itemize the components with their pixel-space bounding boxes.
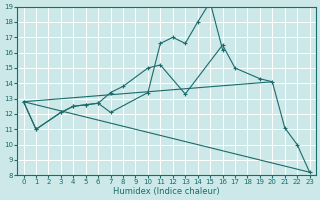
X-axis label: Humidex (Indice chaleur): Humidex (Indice chaleur): [113, 187, 220, 196]
